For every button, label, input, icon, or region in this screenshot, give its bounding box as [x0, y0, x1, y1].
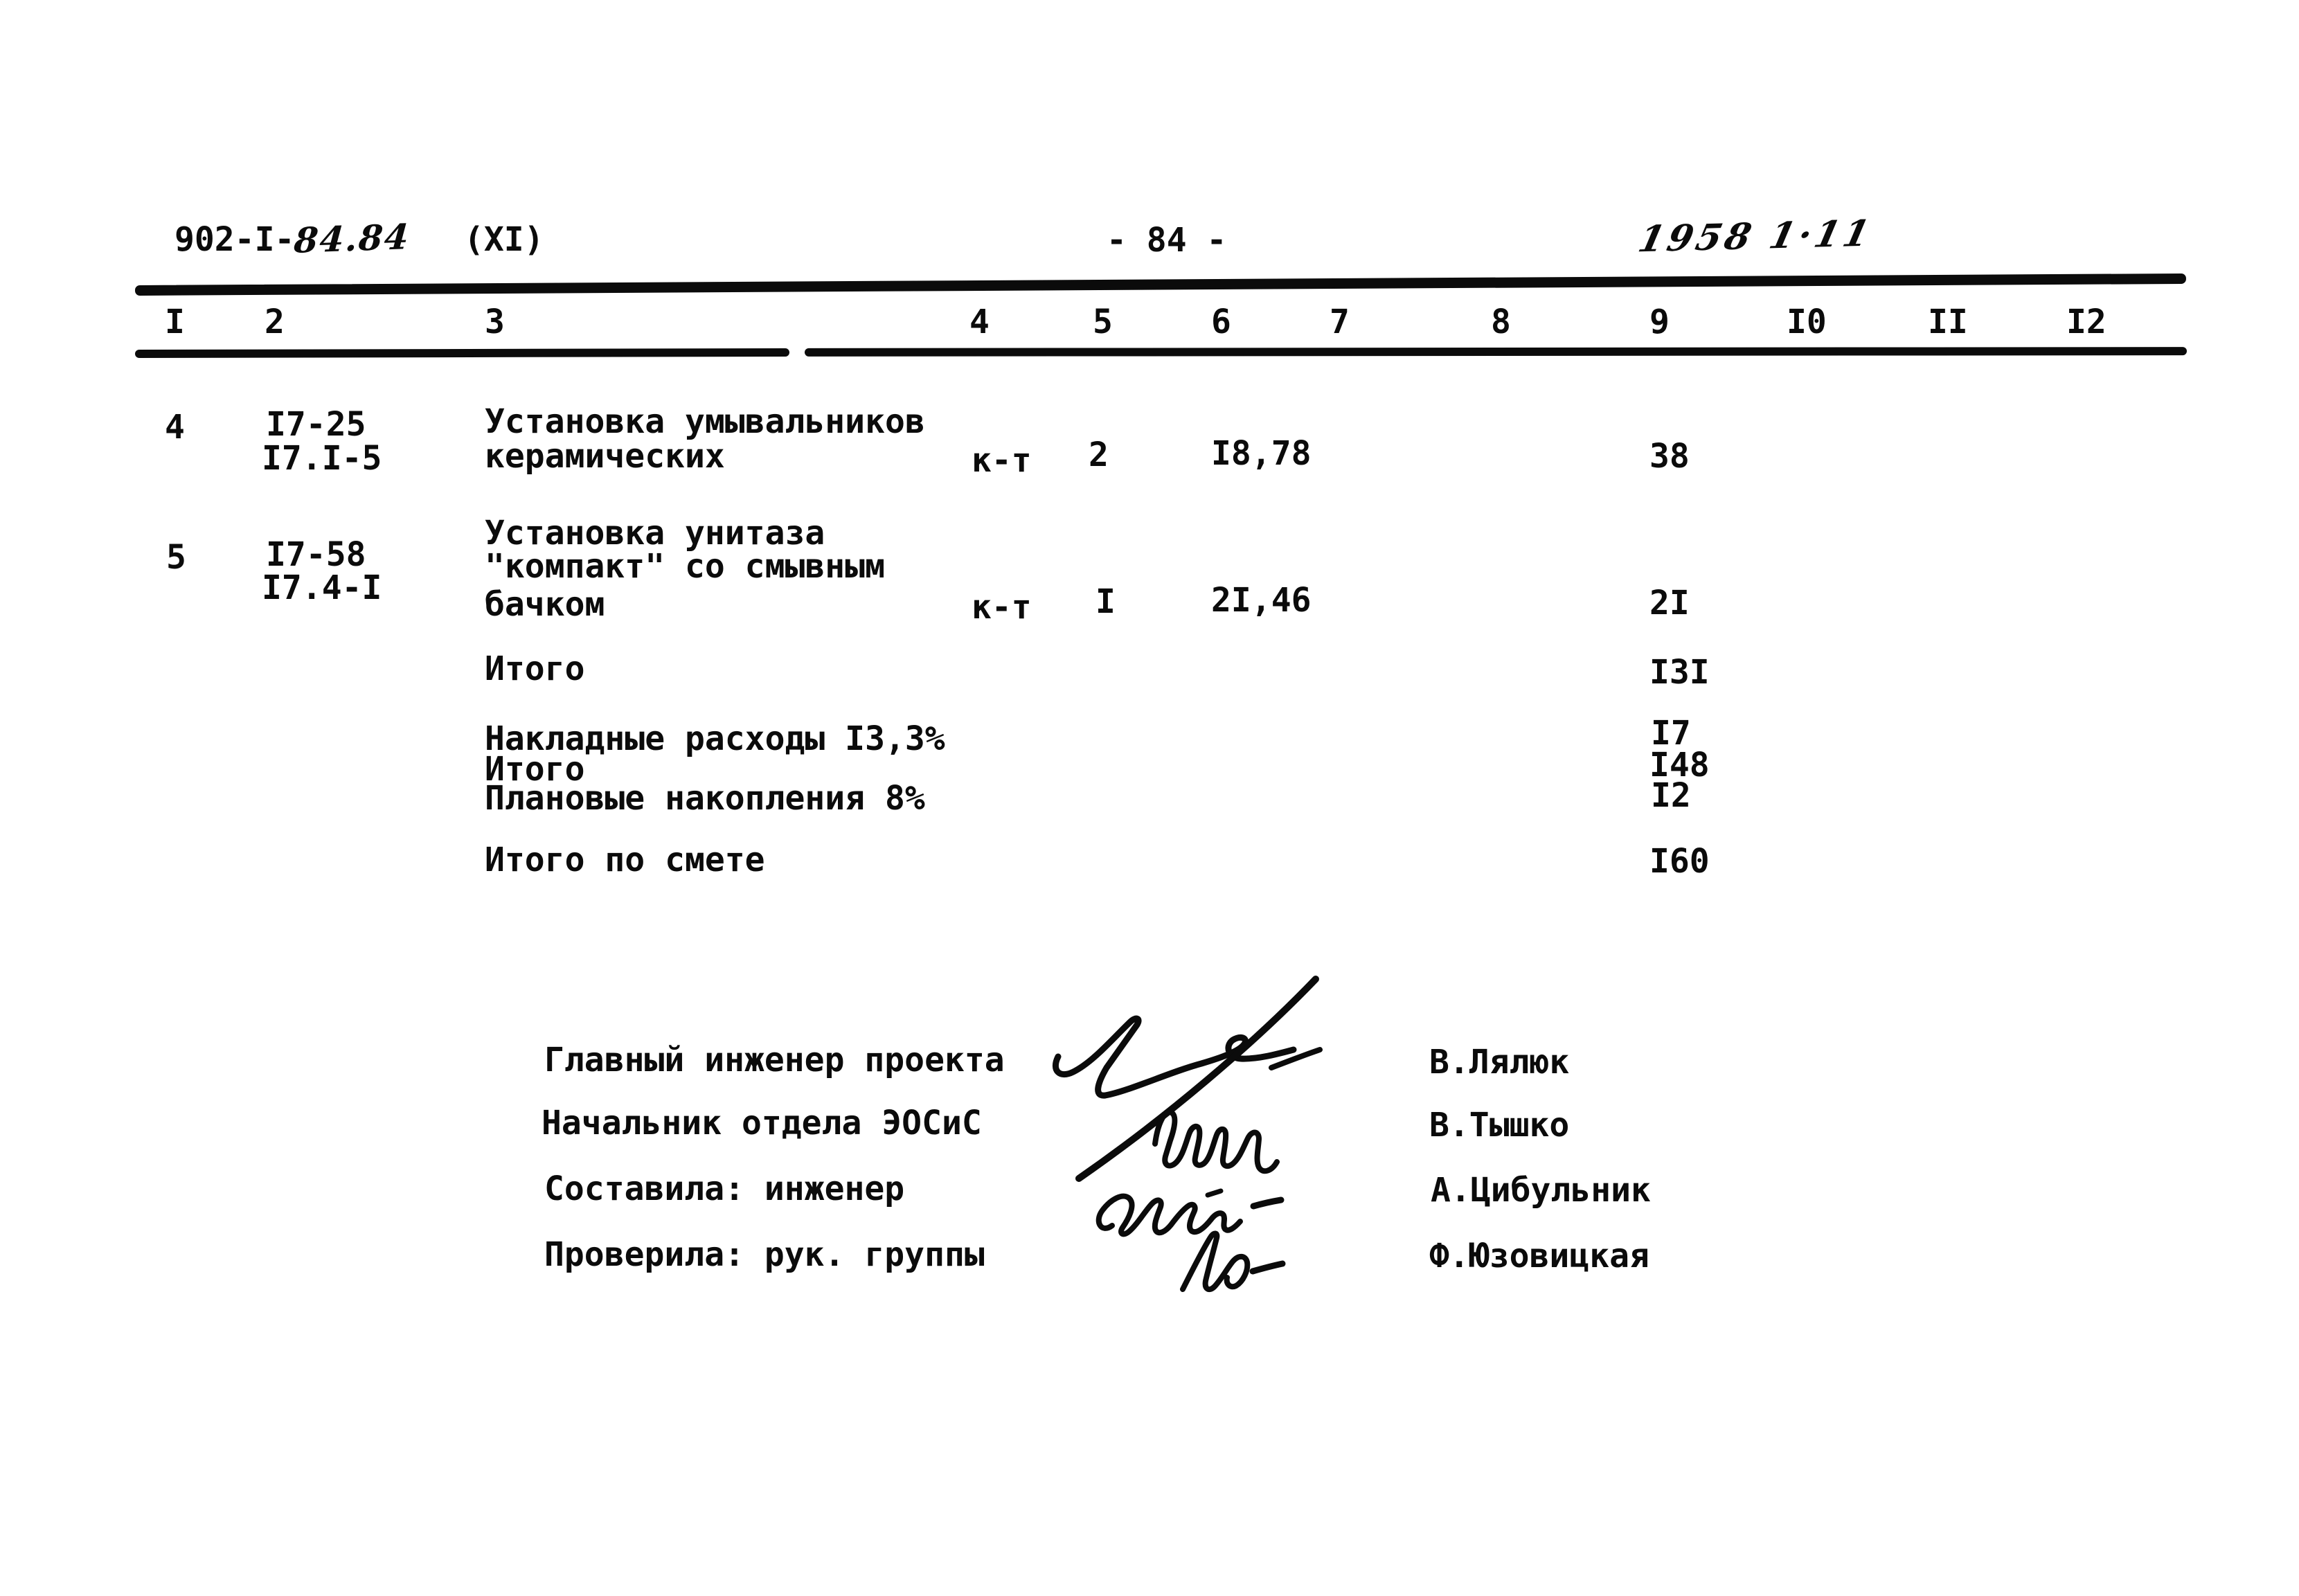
signature-checked-by-dash — [1249, 1260, 1286, 1275]
row4-desc-2: керамических — [485, 437, 725, 476]
column-header-11: II — [1928, 303, 1968, 341]
column-header-6: 6 — [1211, 303, 1231, 341]
row5-code-2: I7.4-I — [262, 568, 382, 607]
column-header-2: 2 — [265, 303, 285, 341]
signatures-layer — [1052, 976, 1323, 1293]
subtotal-label: Итого — [485, 649, 585, 688]
role-checked-by: Проверила: рук. группы — [544, 1235, 985, 1274]
header-rule-bottom-right — [804, 347, 2188, 357]
row5-code-1: I7-58 — [266, 535, 366, 574]
row4-code-2: I7.I-5 — [262, 439, 382, 478]
signature-compiled-by-accent — [1205, 1188, 1224, 1198]
overhead-value: I7 — [1651, 714, 1691, 753]
doc-code-typed: 902-I- — [175, 220, 295, 259]
row5-num: 5 — [166, 538, 186, 577]
name-checked-by: Ф.Юзовицкая — [1429, 1237, 1649, 1275]
handwritten-note: 1958 1·11 — [1634, 212, 1877, 261]
row4-qty: 2 — [1089, 436, 1109, 474]
row4-unit: к-т — [972, 441, 1032, 480]
grand-total-value: I60 — [1649, 842, 1710, 881]
column-header-3: 3 — [485, 303, 505, 341]
doc-code-handwritten: 84.84 — [293, 216, 412, 261]
row4-code-1: I7-25 — [266, 405, 366, 444]
signature-chief-engineer-diagonal — [1075, 976, 1319, 1182]
subtotal2-value: I48 — [1649, 746, 1710, 784]
signature-chief-engineer-tick — [1269, 1047, 1323, 1070]
row5-qty: I — [1095, 582, 1116, 621]
subtotal2-label: Итого — [485, 750, 585, 789]
column-header-5: 5 — [1093, 303, 1113, 341]
column-header-8: 8 — [1491, 303, 1511, 341]
doc-code: 902-I-84.84 (XI) — [175, 216, 544, 261]
role-compiled-by: Составила: инженер — [544, 1169, 905, 1208]
column-header-9: 9 — [1649, 303, 1670, 341]
column-header-12: I2 — [2066, 303, 2106, 341]
signature-chief-engineer-flourish — [1052, 1015, 1297, 1099]
row5-desc-1: Установка унитаза — [485, 514, 825, 553]
column-header-1: I — [165, 303, 185, 341]
row5-desc-2: "компакт" со смывным — [485, 547, 885, 586]
planned-savings-value: I2 — [1651, 776, 1691, 815]
grand-total-label: Итого по смете — [485, 841, 765, 879]
overhead-label: Накладные расходы I3,3% — [485, 719, 945, 758]
row5-unit: к-т — [972, 588, 1032, 627]
name-dept-head: В.Тышко — [1429, 1106, 1570, 1145]
header-rule-bottom-left — [134, 348, 790, 358]
subtotal-value: I3I — [1649, 653, 1710, 692]
signature-compiled-by-dash — [1250, 1196, 1285, 1210]
row5-total: 2I — [1649, 584, 1690, 622]
name-compiled-by: А.Цибульник — [1431, 1171, 1651, 1210]
planned-savings-label: Плановые накопления 8% — [485, 779, 925, 818]
row4-total: 38 — [1649, 437, 1690, 476]
row5-desc-3: бачком — [485, 585, 605, 624]
column-header-4: 4 — [969, 303, 990, 341]
role-chief-engineer: Главный инженер проекта — [544, 1041, 1005, 1079]
row4-num: 4 — [165, 408, 185, 447]
row4-desc-1: Установка умывальников — [485, 402, 925, 441]
doc-code-suffix: (XI) — [463, 220, 544, 259]
signature-compiled-by — [1095, 1193, 1243, 1237]
header-rule-top — [134, 273, 2186, 296]
column-header-7: 7 — [1330, 303, 1350, 341]
role-dept-head: Начальник отдела ЭОСиС — [542, 1104, 982, 1142]
row4-unit-cost: I8,78 — [1211, 434, 1312, 473]
page-number: - 84 - — [1107, 221, 1227, 260]
signature-checked-by — [1180, 1230, 1251, 1293]
row5-unit-cost: 2I,46 — [1211, 581, 1312, 620]
doc-code-spacer — [410, 222, 464, 257]
name-chief-engineer: В.Лялюк — [1429, 1043, 1570, 1082]
column-header-10: I0 — [1787, 303, 1827, 341]
signature-dept-head — [1152, 1109, 1280, 1174]
